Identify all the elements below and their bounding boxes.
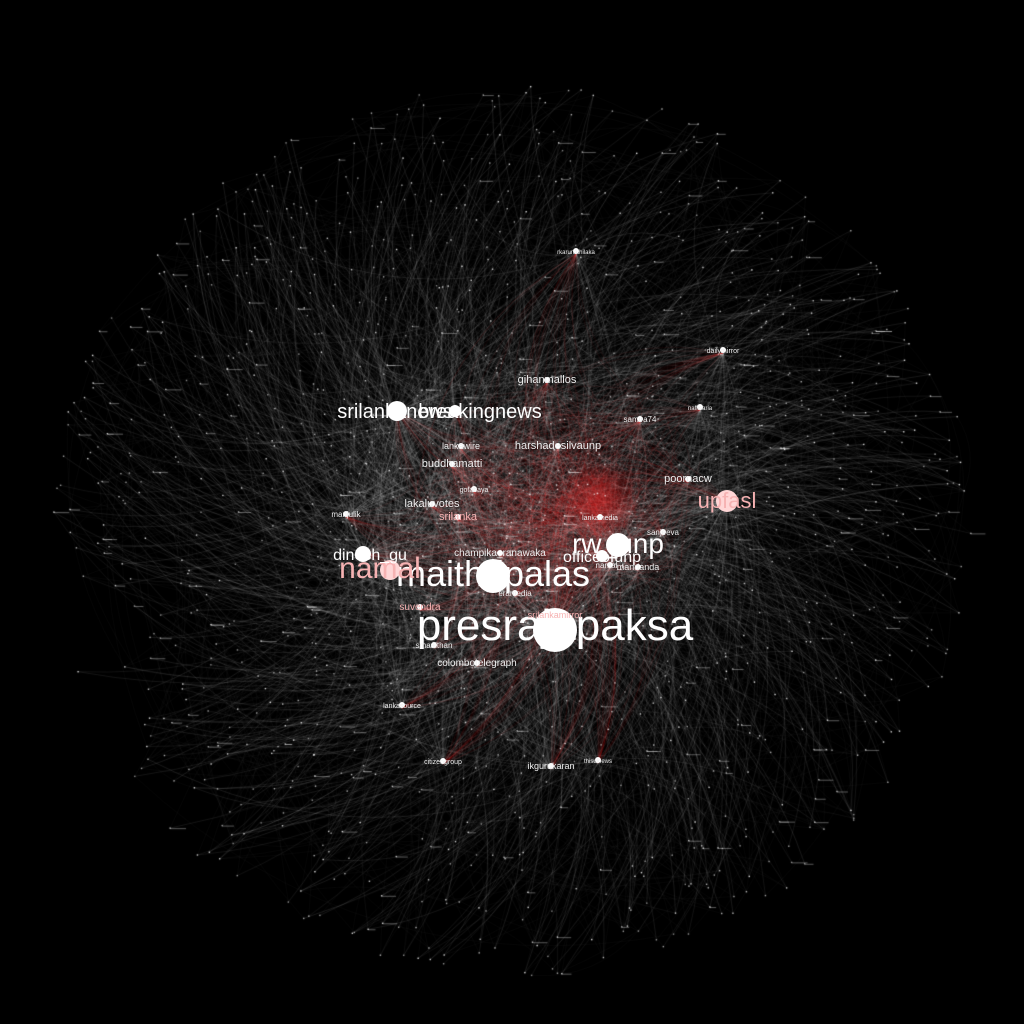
node-label-maithripalas: maithripalas — [396, 553, 590, 594]
node-label-champikaranawaka: champika_ranawaka — [454, 548, 546, 559]
node-label-lakaluvotes: lakaluvotes — [404, 498, 460, 510]
node-naffisaria — [697, 404, 703, 410]
node-label-srilankamirror: srilankamirror — [528, 610, 583, 620]
node-officeunp — [596, 550, 608, 562]
node-srilanka — [455, 514, 461, 520]
node-lankasource — [399, 702, 405, 708]
node-ikgurukaran — [548, 763, 554, 769]
node-upfasl — [716, 490, 738, 512]
node-label-gotabaya: gotabaya — [460, 487, 489, 494]
node-srilankamirror — [552, 612, 558, 618]
node-label-officeunp: officeofunp — [563, 549, 641, 566]
node-champikaranawaka — [497, 550, 503, 556]
node-label-citizengroup: citizengroup — [424, 759, 462, 766]
node-rw_unp — [606, 533, 630, 557]
node-label-gihanmallos: gihanmallos — [518, 374, 577, 386]
node-label-harshadesilvaunp: harshadesilvaunp — [515, 440, 601, 452]
node-label-rw_unp: rw_unp — [572, 528, 664, 559]
node-label-srilankanews: srilankanews — [337, 401, 453, 423]
node-colombotelegraph — [474, 660, 480, 666]
node-lankawire — [458, 443, 464, 449]
node-dinesh — [355, 546, 371, 562]
node-label-dinesh: dinesh_gu — [333, 547, 407, 564]
node-label-poornacw: poornacw — [664, 473, 712, 485]
node-namalr — [607, 562, 613, 568]
node-label-namal: namal — [339, 552, 421, 585]
node-lankamedia — [597, 514, 603, 520]
node-label-naffisaria: naffisaria — [688, 406, 713, 412]
node-label-dailymirror: dailymirror — [707, 348, 740, 355]
node-label-srilanka: srilanka — [439, 511, 478, 523]
node-gotabaya — [471, 486, 477, 492]
node-manjulik — [343, 511, 349, 517]
node-label-suvendra: suvendra — [399, 602, 441, 613]
node-label-lankamedia: lankamedia — [582, 515, 618, 522]
node-label-ikgurukaran: ikgurukaran — [527, 761, 574, 771]
node-namal — [380, 560, 400, 580]
node-label-buddhamatti: buddhamatti — [422, 458, 483, 470]
node-label-namalr: namal_r — [596, 561, 625, 570]
node-label-manjulik: manjulik — [331, 510, 361, 519]
node-buddhamatti — [449, 461, 455, 467]
node-samira — [637, 416, 643, 422]
node-smaalthan — [431, 642, 437, 648]
node-label-presrajapaksa: presrajapaksa — [417, 601, 694, 650]
node-citizengroup — [440, 758, 446, 764]
node-label-eramedia: eramedia — [498, 589, 532, 598]
node-rkarunathilaka — [573, 248, 579, 254]
node-label-sanjeeva: sanjeeva — [647, 528, 680, 537]
node-breakingnews — [449, 405, 461, 417]
node-label-mandanda: mandanda — [617, 562, 660, 572]
node-presrajapaksa — [533, 608, 577, 652]
node-label-samira: samira74 — [624, 415, 657, 424]
node-gihanmallos — [544, 377, 550, 383]
node-harshadesilvaunp — [555, 443, 561, 449]
node-srilankanews — [387, 401, 407, 421]
node-poornacw — [685, 476, 691, 482]
node-sanjeeva — [660, 529, 666, 535]
node-suvendra — [417, 604, 423, 610]
node-label-colombotelegraph: colombotelegraph — [437, 658, 517, 669]
node-label-lankasource: lankasource — [383, 703, 421, 710]
node-dailymirror — [720, 347, 726, 353]
node-label-breakingnews: breakingnews — [418, 401, 541, 423]
node-label-smaalthan: smaalthan — [416, 641, 453, 650]
node-mandanda — [635, 564, 641, 570]
node-label-thisulnews: thisulnews — [584, 759, 612, 765]
node-eramedia — [512, 590, 518, 596]
node-thisulnews — [595, 757, 601, 763]
node-label-upfasl: upfasl — [698, 488, 757, 513]
node-maithripalas — [476, 559, 510, 593]
node-lakaluvotes — [429, 501, 435, 507]
node-label-rkarunathilaka: rkarunathilaka — [557, 250, 595, 256]
node-label-lankawire: lankawire — [442, 441, 480, 451]
